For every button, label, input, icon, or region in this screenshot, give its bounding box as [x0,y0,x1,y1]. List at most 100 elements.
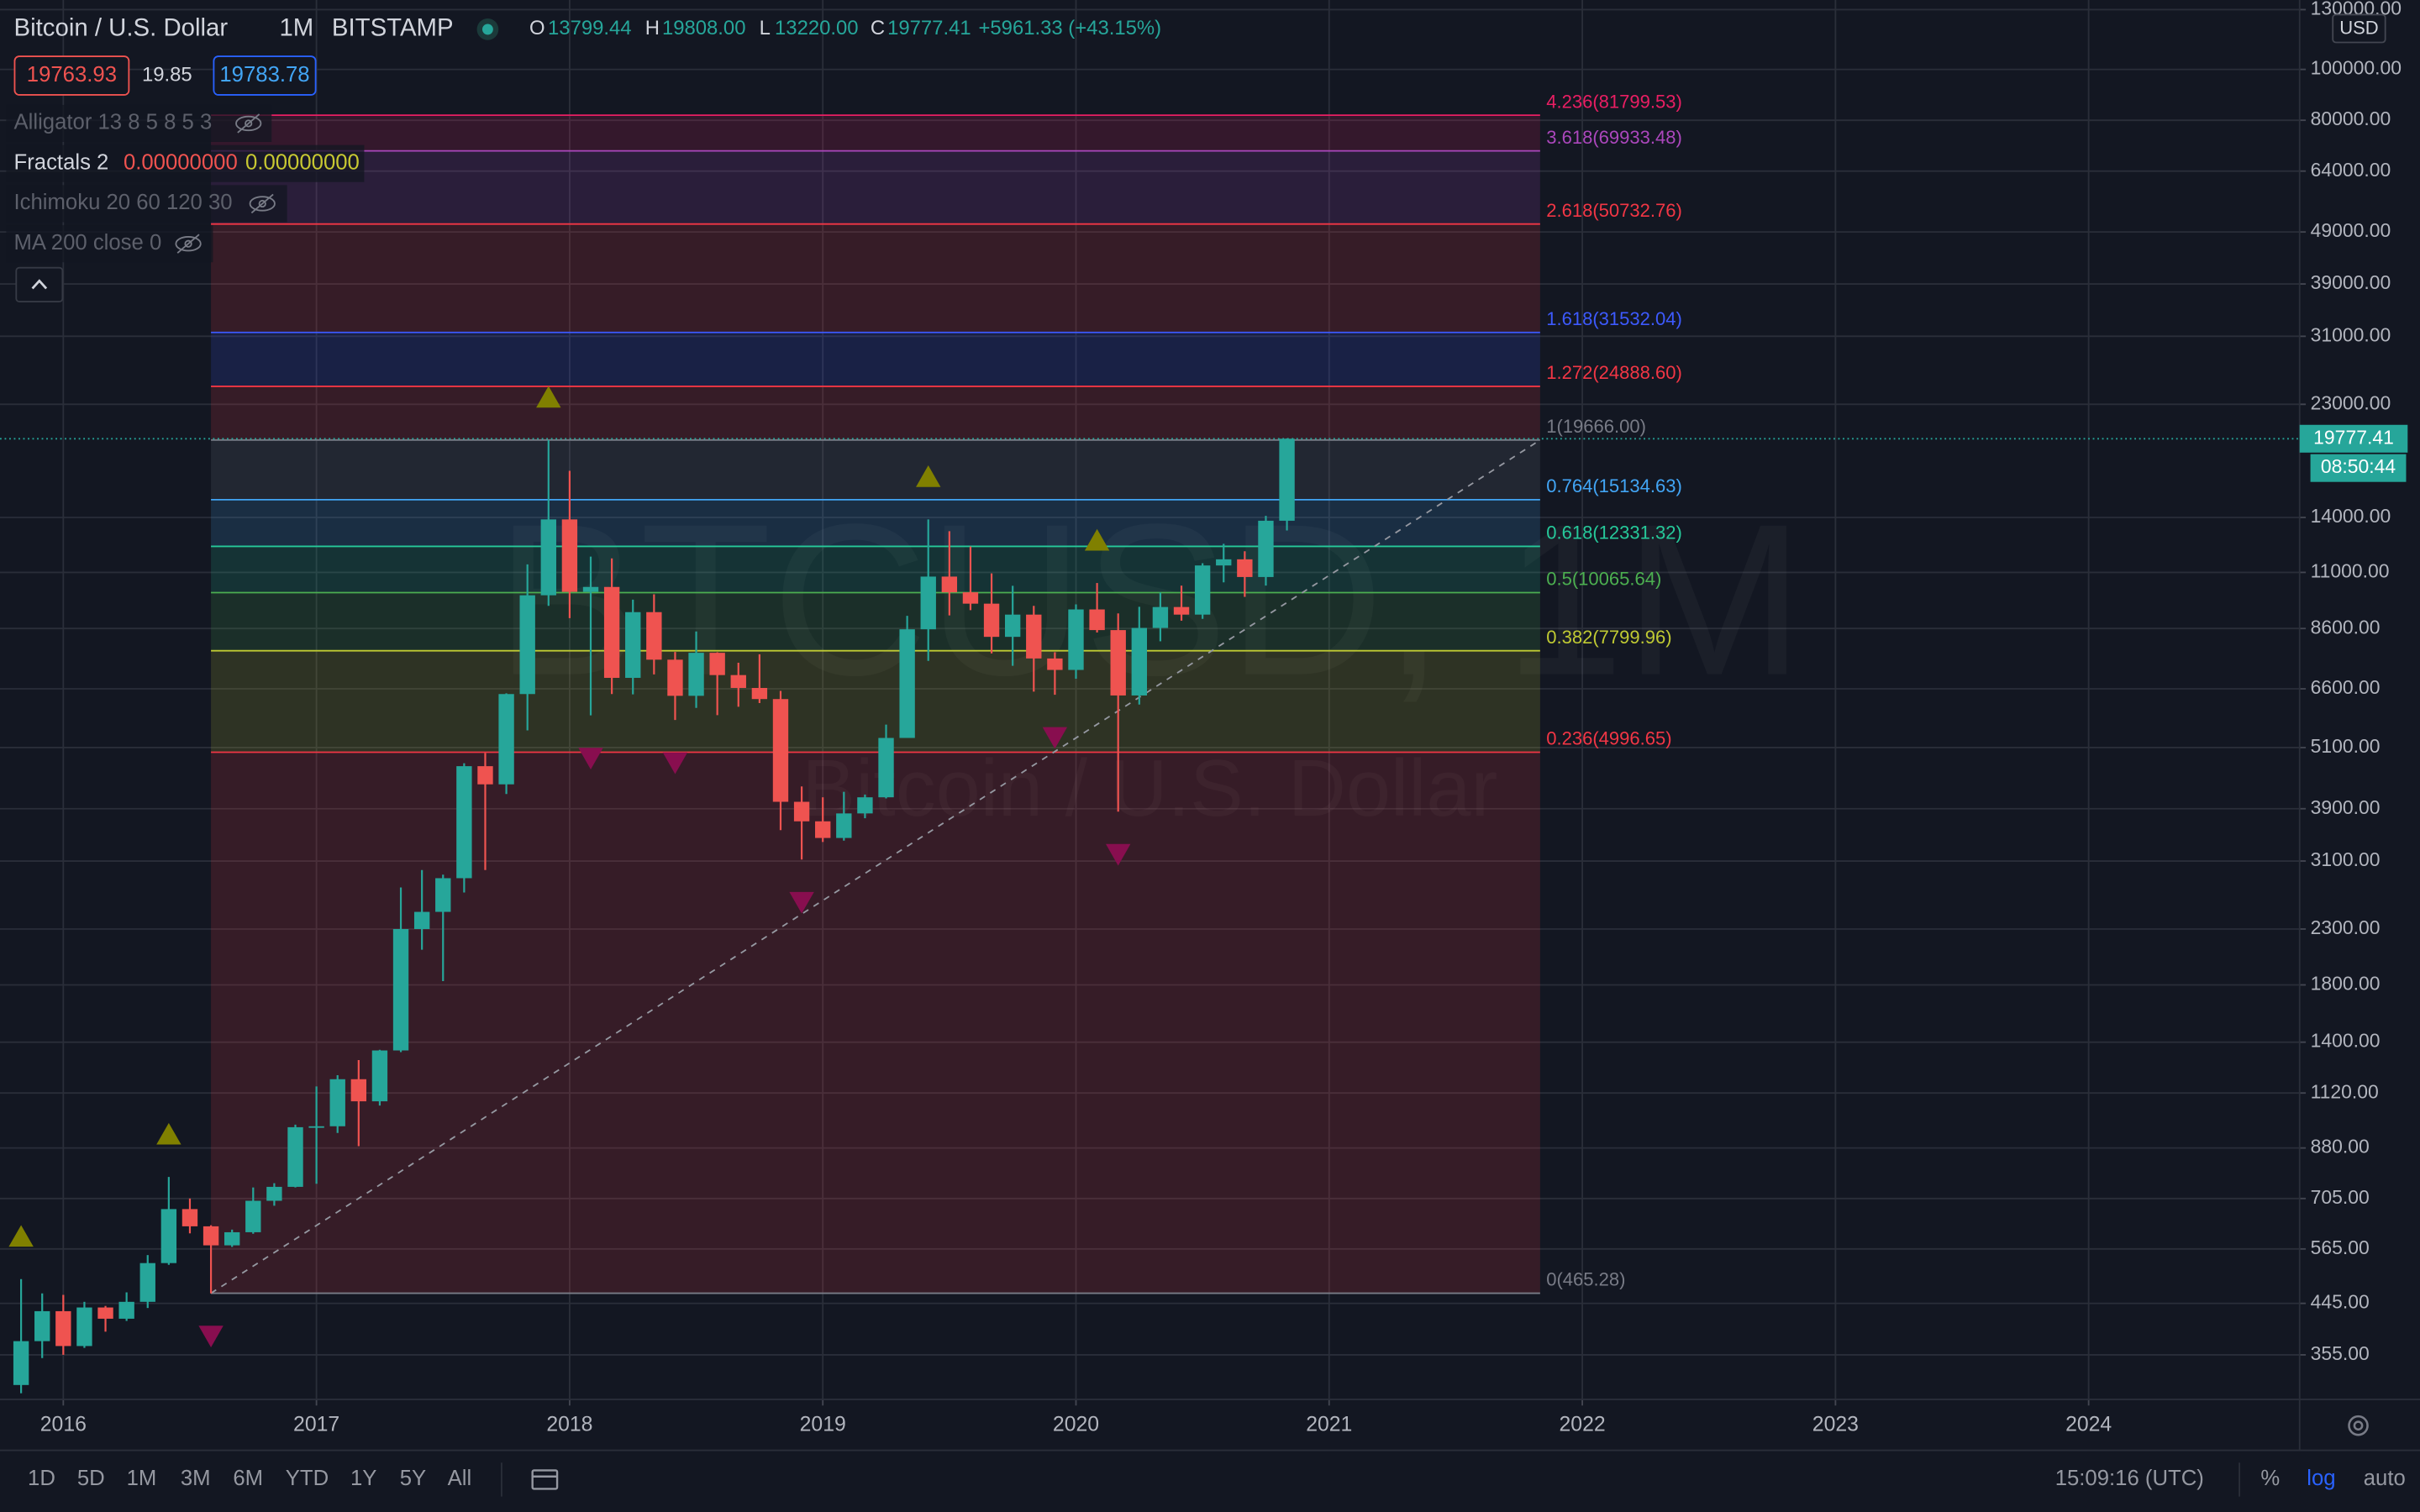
y-tick-label: 2300.00 [2311,916,2381,938]
candle-body [1068,609,1084,670]
range-button[interactable]: 1M [127,1467,157,1490]
indicator-row[interactable] [6,104,272,142]
fib-level-label: 0.618(12331.32) [1546,522,1682,543]
ohlc-value: 19808.00 [662,17,746,39]
fractal-down [1042,727,1068,749]
candle-body [519,595,535,695]
fib-level-label: 1.272(24888.60) [1546,362,1682,383]
goto-date-icon[interactable] [531,1469,559,1490]
fib-band [211,115,1540,151]
candle-body [13,1341,29,1385]
candle-body [561,519,578,592]
candle-body [878,738,894,798]
range-button[interactable]: 5Y [400,1467,426,1490]
range-button[interactable]: 6M [233,1467,263,1490]
candle-body [287,1126,303,1187]
buy-price: 19783.78 [219,63,309,87]
candle-body [1152,606,1169,628]
candle-body [625,612,641,678]
fib-level-label: 1.618(31532.04) [1546,308,1682,329]
sell-button[interactable] [13,55,130,96]
interval[interactable]: 1M [279,14,313,42]
settings-icon[interactable] [2348,1415,2369,1436]
range-button[interactable]: 5D [77,1467,105,1490]
y-tick-label: 23000.00 [2311,391,2391,413]
fib-band [211,223,1540,333]
currency-button[interactable] [2332,13,2386,44]
range-button[interactable]: 1D [28,1467,55,1490]
candle-body [139,1263,155,1302]
fractal-down [198,1326,224,1347]
buy-button[interactable] [213,55,317,96]
fib-band [211,439,1540,500]
candle-body [983,603,1000,638]
candle-body [1004,614,1021,638]
percent-button[interactable]: % [2260,1467,2280,1490]
ohlc-value: 13799.44 [548,17,632,39]
spread: 19.85 [142,63,192,86]
hidden-icon[interactable] [235,113,262,134]
log-button[interactable]: log [2307,1467,2335,1490]
candle-body [34,1310,50,1341]
fractal-down [578,748,603,769]
candle-body [582,586,599,592]
range-button[interactable]: 1Y [350,1467,376,1490]
order-panel: 19763.93 19.85 19783.78 [13,55,317,96]
candle-body [477,766,493,785]
clock[interactable]: 15:09:16 (UTC) [2055,1467,2204,1490]
range-button[interactable]: All [448,1467,472,1490]
range-button[interactable]: YTD [286,1467,329,1490]
ohlc-label: L [760,17,771,39]
fib-level-label: 3.618(69933.48) [1546,127,1682,148]
candle-body [224,1231,240,1246]
fib-level-label: 0.5(10065.64) [1546,569,1661,590]
market-status-dot [481,24,493,35]
candle-body [1047,658,1063,670]
indicator-value: 0.00000000 [245,150,360,174]
candle-body [308,1126,324,1128]
candle-body [203,1226,219,1246]
ohlc-label: H [645,17,660,39]
symbol-title: Bitcoin / U.S. Dollar [14,14,229,42]
candle-body [540,519,556,596]
candle-body [793,801,810,822]
indicator-name: Fractals 2 [14,150,109,174]
y-tick-label: 14000.00 [2311,505,2391,527]
fib-band [211,592,1540,651]
candle-body [160,1209,177,1263]
hidden-icon[interactable] [249,193,276,214]
x-tick-label: 2018 [546,1414,592,1436]
candle-body [97,1307,113,1319]
y-tick-label: 80000.00 [2311,108,2391,129]
indicator-row[interactable] [6,185,287,223]
fib-level-label: 4.236(81799.53) [1546,91,1682,112]
candle-body [266,1186,282,1201]
fib-level-label: 2.618(50732.76) [1546,200,1682,221]
candle-body [920,576,936,630]
hidden-icon[interactable] [175,234,202,254]
indicator-row[interactable] [6,144,365,182]
collapse-button[interactable] [15,266,64,302]
auto-button[interactable]: auto [2364,1467,2406,1490]
indicator-row[interactable] [6,225,213,263]
y-tick-label: 705.00 [2311,1186,2370,1208]
candle-body [76,1307,92,1347]
y-tick-label: 31000.00 [2311,323,2391,345]
y-tick-label: 49000.00 [2311,219,2391,241]
candle-body [646,612,662,660]
exchange: BITSTAMP [332,14,454,42]
candle-body [435,878,451,912]
change: +5961.33 (+43.15%) [978,17,1161,39]
fractal-up [916,465,941,487]
fib-band [211,150,1540,224]
candle-body [245,1200,261,1232]
fractal-up [536,386,561,408]
ohlc-value: 19777.41 [887,17,971,39]
y-tick-label: 1400.00 [2311,1030,2381,1052]
y-tick-label: 8600.00 [2311,616,2381,638]
fib-level-label: 1(19666.00) [1546,416,1646,437]
range-button[interactable]: 3M [181,1467,211,1490]
